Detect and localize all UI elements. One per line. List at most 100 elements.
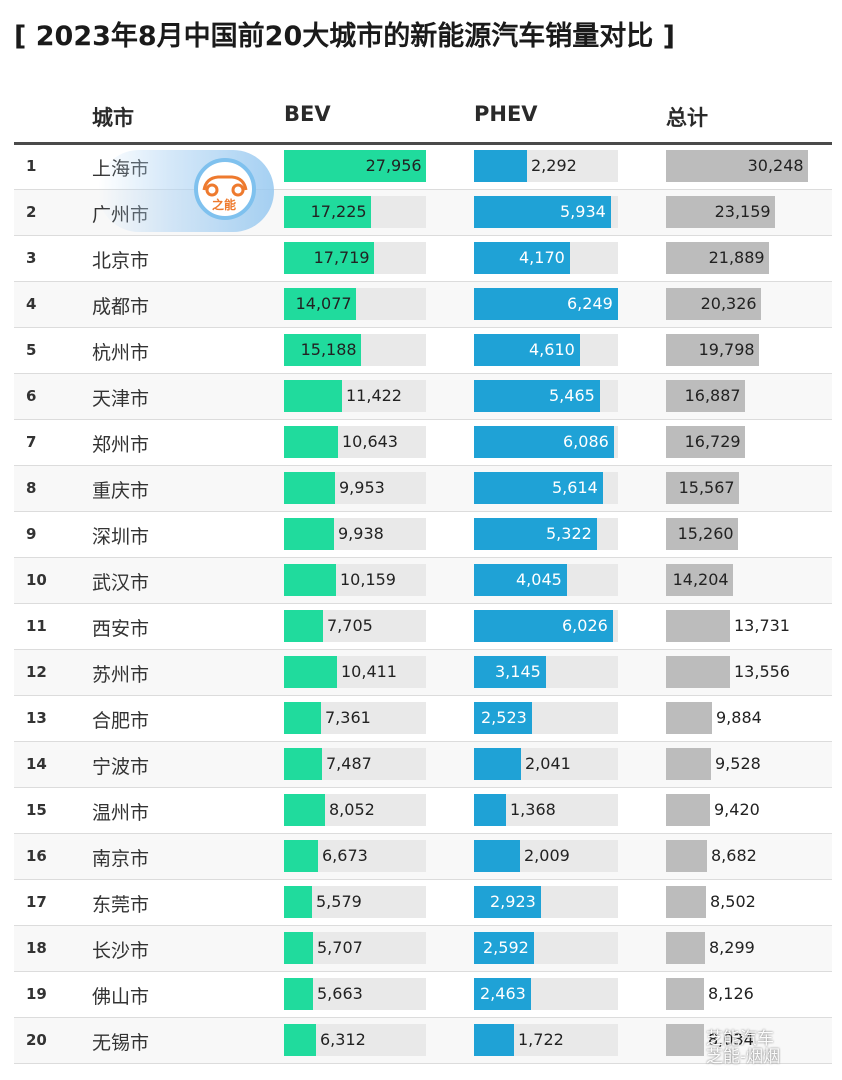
total-bar-cell: 8,299 [666,932,808,964]
phev-bar-cell: 2,041 [474,748,618,780]
total-bar [666,334,759,366]
phev-value-label: 5,322 [546,524,592,543]
city-label: 郑州市 [92,434,150,456]
bev-bar-cell: 8,052 [284,794,426,826]
phev-bar [474,242,570,274]
phev-value-label: 4,045 [516,570,562,589]
city-label: 杭州市 [92,342,150,364]
rank-label: 3 [26,249,37,267]
bev-bar-cell: 17,719 [284,242,426,274]
watermark-line1: 芝能汽车 [706,1029,774,1049]
city-label: 无锡市 [92,1032,150,1054]
phev-bar-cell: 5,934 [474,196,618,228]
total-bar [666,840,707,872]
total-bar-cell: 9,884 [666,702,808,734]
phev-bar [474,794,506,826]
bev-bar-cell: 9,938 [284,518,426,550]
total-value-label: 21,889 [708,248,765,267]
table-row: 19 佛山市 5,663 2,463 8,126 [14,972,832,1018]
table-row: 8 重庆市 9,953 5,614 15,567 [14,466,832,512]
phev-bar-cell: 2,009 [474,840,618,872]
rank-label: 6 [26,387,37,405]
phev-bar [474,288,618,320]
phev-value-label: 4,170 [519,248,565,267]
table-body: 1上海市27,9562,29230,2482广州市17,2255,93423,1… [14,144,832,1064]
table-row: 6 天津市 11,422 5,465 16,887 [14,374,832,420]
bev-value-label: 15,188 [300,340,357,359]
bev-bar [284,150,426,182]
table-row: 13 合肥市 7,361 2,523 9,884 [14,696,832,742]
city-label: 佛山市 [92,986,150,1008]
bev-bar [284,426,338,458]
phev-bar-cell: 6,086 [474,426,618,458]
bev-bar-cell: 7,361 [284,702,426,734]
city-label: 长沙市 [92,940,150,962]
total-value-label: 13,731 [734,616,790,635]
total-value-label: 9,528 [715,754,761,773]
total-bar-cell: 15,567 [666,472,808,504]
bev-bar [284,242,374,274]
bev-value-label: 17,225 [310,202,367,221]
total-bar [666,1024,704,1056]
logo-text: 之能 [212,198,237,212]
rank-label: 12 [26,663,47,681]
bev-bar-cell: 17,225 [284,196,426,228]
phev-bar [474,380,600,412]
table-row: 18 长沙市 5,707 2,592 8,299 [14,926,832,972]
phev-bar [474,150,527,182]
bev-bar-cell: 14,077 [284,288,426,320]
total-bar-cell: 16,887 [666,380,808,412]
city-label: 武汉市 [92,572,150,594]
phev-value-label: 1,368 [510,800,556,819]
bev-value-label: 10,643 [342,432,398,451]
city-label: 温州市 [92,802,150,824]
phev-bar [474,334,580,366]
total-value-label: 23,159 [714,202,771,221]
phev-bar-cell: 2,523 [474,702,618,734]
phev-value-label: 1,722 [518,1030,564,1049]
rank-label: 5 [26,341,37,359]
table-header: 城市 BEV PHEV 总计 [14,92,832,145]
phev-value-label: 6,026 [562,616,608,635]
phev-bar-cell: 1,368 [474,794,618,826]
rank-label: 16 [26,847,47,865]
rank-label: 15 [26,801,47,819]
total-bar-cell: 30,248 [666,150,808,182]
rank-label: 4 [26,295,37,313]
rank-label: 17 [26,893,47,911]
bev-bar-cell: 6,312 [284,1024,426,1056]
bev-value-label: 14,077 [295,294,352,313]
phev-value-label: 2,592 [483,938,529,957]
bev-bar [284,840,318,872]
city-label: 苏州市 [92,664,150,686]
phev-value-label: 3,145 [495,662,541,681]
total-bar [666,656,730,688]
bev-bar-cell: 11,422 [284,380,426,412]
total-value-label: 14,204 [672,570,729,589]
rank-label: 7 [26,433,37,451]
total-bar-cell: 19,798 [666,334,808,366]
phev-bar-cell: 5,322 [474,518,618,550]
total-value-label: 8,299 [709,938,755,957]
phev-bar-cell: 6,026 [474,610,618,642]
phev-bar-cell: 6,249 [474,288,618,320]
bev-bar [284,1024,316,1056]
bev-value-label: 9,953 [339,478,385,497]
total-bar [666,150,808,182]
total-bar [666,702,712,734]
table-row: 16 南京市 6,673 2,009 8,682 [14,834,832,880]
total-bar [666,794,710,826]
rank-label: 10 [26,571,47,589]
total-value-label: 8,682 [711,846,757,865]
table-row: 20 无锡市 6,312 1,722 8,034 [14,1018,832,1064]
total-bar-cell: 9,528 [666,748,808,780]
phev-bar [474,702,532,734]
total-bar-cell: 21,889 [666,242,808,274]
bev-bar [284,472,335,504]
bev-bar-cell: 27,956 [284,150,426,182]
bev-value-label: 17,719 [313,248,370,267]
total-bar [666,518,738,550]
total-bar [666,886,706,918]
bev-bar [284,518,334,550]
